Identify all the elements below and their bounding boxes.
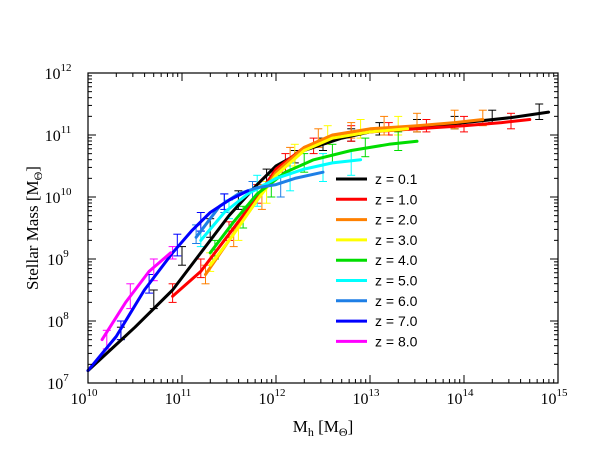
x-axis-ticks: 1010 1011 1012 1013 1014 1015 [71, 73, 569, 408]
x-tick-label: 1014 [447, 387, 475, 408]
errorbar [394, 131, 403, 151]
y-tick-label: 108 [47, 310, 69, 331]
y-tick-label: 107 [47, 372, 69, 393]
y-tick-label: 1011 [45, 124, 72, 145]
errorbar [196, 258, 205, 279]
legend-label: z = 7.0 [375, 313, 418, 329]
series-line-0 [86, 110, 551, 373]
legend-item: z = 7.0 [336, 313, 418, 329]
legend-label: z = 6.0 [375, 293, 418, 309]
x-axis-title: Mh [MΘ] [293, 417, 354, 439]
x-tick-label: 1011 [165, 387, 192, 408]
legend-item: z = 2.0 [336, 212, 418, 228]
legend-label: z = 2.0 [375, 212, 418, 228]
plot-area [86, 72, 559, 384]
legend-item: z = 5.0 [336, 273, 418, 289]
y-tick-label: 1010 [45, 186, 73, 207]
series-line-3 [208, 127, 410, 267]
errorbar [460, 115, 468, 133]
legend: z = 0.1 z = 1.0 z = 2.0 z = 3.0 z = 4.0 z = 5… [336, 171, 418, 349]
legend-item: z = 3.0 [336, 232, 418, 248]
errorbar [535, 103, 544, 120]
legend-item: z = 8.0 [336, 333, 418, 349]
legend-item: z = 1.0 [336, 191, 418, 207]
legend-label: z = 5.0 [375, 273, 418, 289]
errorbar [168, 283, 177, 303]
x-tick-label: 1012 [259, 387, 286, 408]
errorbar [347, 150, 356, 176]
legend-label: z = 0.1 [375, 171, 418, 187]
series-line-4 [208, 139, 419, 255]
series-3 [206, 115, 403, 272]
series-1 [168, 112, 515, 303]
series-line-8 [100, 251, 173, 342]
legend-label: z = 4.0 [375, 252, 418, 268]
legend-label: z = 1.0 [375, 191, 418, 207]
series-line-7 [86, 189, 250, 373]
legend-label: z = 8.0 [375, 333, 418, 349]
y-tick-label: 1012 [45, 62, 72, 83]
errorbar [173, 233, 182, 257]
x-tick-label: 1010 [71, 387, 99, 408]
series-line-5 [199, 158, 363, 242]
x-tick-label: 1015 [541, 387, 569, 408]
plot-frame [87, 72, 559, 384]
legend-item: z = 0.1 [336, 171, 418, 187]
series-line-1 [171, 118, 532, 298]
y-axis-title: Stellar Mass [MΘ] [23, 166, 45, 290]
y-axis-ticks: 107 108 109 1010 1011 1012 [45, 62, 558, 393]
legend-item: z = 4.0 [336, 252, 418, 268]
legend-label: z = 3.0 [375, 232, 418, 248]
legend-item: z = 6.0 [336, 293, 418, 309]
x-tick-label: 1013 [353, 387, 381, 408]
y-tick-label: 109 [47, 248, 69, 269]
